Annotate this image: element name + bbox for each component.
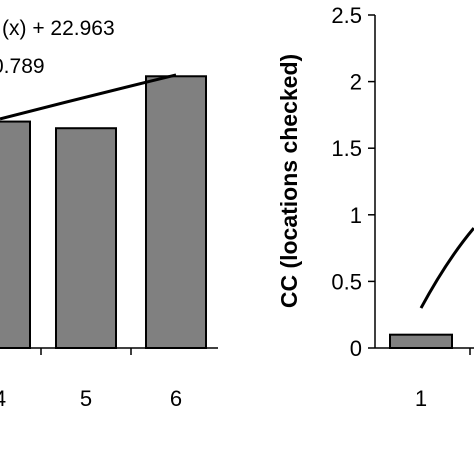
bar-1 (389, 333, 453, 349)
trend-equation-label: (x) + 22.963 (2, 17, 115, 40)
y-tick-label: 1 (350, 203, 362, 228)
right-x-ticks: 1 (415, 348, 471, 411)
left-x-ticks: 4 5 6 (0, 348, 182, 411)
right-y-ticks: 0 0.5 1 1.5 2 2.5 (331, 3, 375, 361)
y-tick-label: 2 (350, 70, 362, 95)
bar-6 (145, 75, 207, 349)
x-tick-label-6: 6 (170, 386, 182, 411)
y-tick-label: 1.5 (331, 136, 362, 161)
left-chart: 4 5 6 (x) + 22.963 0.789 (0, 17, 218, 411)
right-y-axis-title: CC (locations checked) (276, 54, 302, 308)
right-chart: CC (locations checked) 0 0.5 1 1.5 2 2.5 1 (276, 3, 474, 411)
bar-5 (55, 127, 117, 349)
right-trendline (419, 227, 474, 309)
left-trendline (0, 73, 177, 121)
y-tick-label: 2.5 (331, 3, 362, 28)
right-bars (389, 333, 453, 349)
x-tick-label-5: 5 (80, 386, 92, 411)
x-tick-label-4: 4 (0, 386, 6, 411)
bar-4 (0, 120, 31, 349)
left-bars (0, 75, 207, 349)
trend-r2-label: 0.789 (0, 55, 45, 78)
y-tick-label: 0 (350, 336, 362, 361)
x-tick-label-1: 1 (415, 386, 427, 411)
y-tick-label: 0.5 (331, 269, 362, 294)
